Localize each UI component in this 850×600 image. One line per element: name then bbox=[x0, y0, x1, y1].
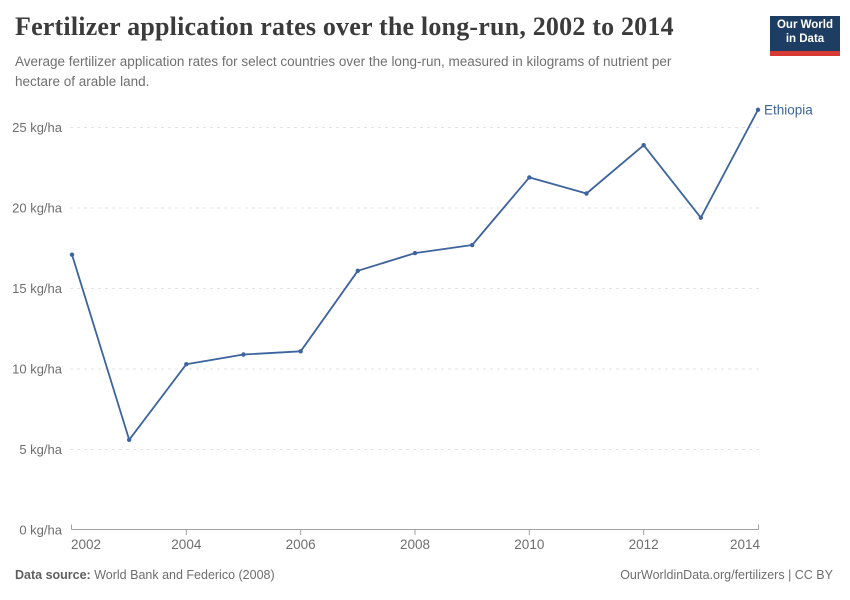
data-point[interactable] bbox=[184, 361, 189, 367]
data-source-value: World Bank and Federico (2008) bbox=[94, 568, 275, 582]
footer: Data source: World Bank and Federico (20… bbox=[15, 568, 833, 582]
data-point[interactable] bbox=[69, 252, 75, 257]
chart-subtitle: Average fertilizer application rates for… bbox=[15, 54, 672, 89]
x-tick-label: 2014 bbox=[730, 537, 761, 552]
owid-logo[interactable]: Our World in Data bbox=[770, 16, 840, 56]
x-tick-label: 2004 bbox=[171, 537, 202, 552]
chart-title: Fertilizer application rates over the lo… bbox=[15, 12, 674, 41]
y-tick-label: 15 kg/ha bbox=[12, 281, 63, 296]
series-label-ethiopia[interactable]: Ethiopia bbox=[764, 102, 813, 117]
y-tick-label: 0 kg/ha bbox=[19, 523, 62, 538]
y-tick-label: 5 kg/ha bbox=[19, 442, 62, 457]
data-point[interactable] bbox=[641, 143, 646, 148]
data-source: Data source: World Bank and Federico (20… bbox=[15, 568, 275, 582]
data-point[interactable] bbox=[698, 215, 704, 220]
data-point[interactable] bbox=[584, 191, 589, 196]
data-point[interactable] bbox=[527, 175, 532, 180]
x-tick-label: 2008 bbox=[400, 537, 430, 552]
data-point[interactable] bbox=[469, 242, 475, 248]
owid-logo-line2: in Data bbox=[785, 32, 825, 45]
x-tick-label: 2012 bbox=[629, 537, 659, 552]
credit-link[interactable]: OurWorldinData.org/fertilizers | CC BY bbox=[620, 568, 833, 582]
data-point[interactable] bbox=[126, 437, 132, 443]
series-line-ethiopia[interactable] bbox=[71, 108, 759, 441]
y-tick-label: 20 kg/ha bbox=[12, 201, 63, 216]
data-point[interactable] bbox=[355, 268, 361, 273]
y-tick-label: 10 kg/ha bbox=[12, 362, 63, 377]
data-point[interactable] bbox=[755, 107, 761, 112]
data-point[interactable] bbox=[241, 352, 246, 357]
y-tick-label: 25 kg/ha bbox=[12, 120, 63, 135]
x-tick-label: 2006 bbox=[286, 537, 316, 552]
owid-logo-line1: Our World bbox=[776, 19, 833, 31]
data-source-label: Data source: bbox=[15, 568, 91, 582]
x-tick-label: 2002 bbox=[71, 537, 101, 552]
data-point[interactable] bbox=[298, 349, 303, 354]
x-tick-label: 2010 bbox=[514, 537, 544, 552]
data-point[interactable] bbox=[412, 250, 418, 256]
